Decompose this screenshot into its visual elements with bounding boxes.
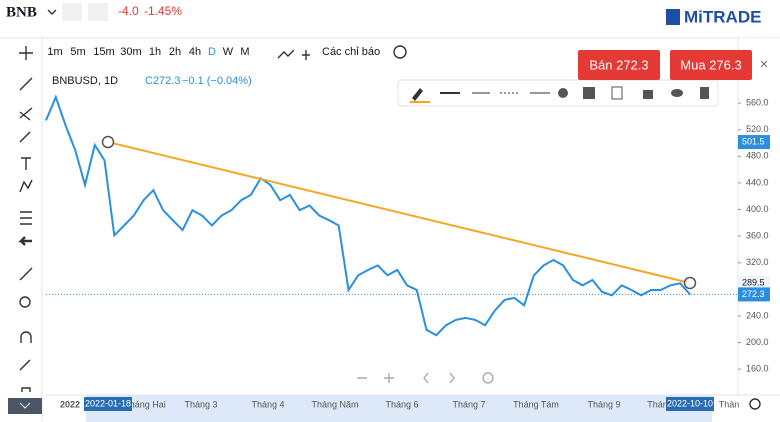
x-tick-label: Tháng 9 bbox=[587, 399, 620, 409]
legend-close: C272.3 bbox=[145, 75, 180, 87]
axis-settings[interactable] bbox=[749, 398, 761, 410]
y-tick-label: 560.0 bbox=[746, 98, 769, 108]
symbol: BNB bbox=[6, 4, 37, 20]
y-tick-label: 200.0 bbox=[746, 337, 769, 347]
trend-end-label: 289.5 bbox=[742, 277, 765, 287]
logo-icon bbox=[666, 9, 680, 25]
timeframe[interactable]: 2h bbox=[169, 46, 181, 58]
date-tag bbox=[84, 397, 132, 411]
change-pct: -1.45% bbox=[144, 4, 182, 18]
timeframe[interactable]: 1m bbox=[47, 46, 62, 58]
price-tag bbox=[738, 287, 770, 302]
add-indicator[interactable] bbox=[302, 50, 310, 60]
pencil[interactable] bbox=[412, 88, 423, 101]
x-tick-label: Thán bbox=[719, 399, 740, 409]
logo: MiTRADE bbox=[684, 7, 761, 26]
trend-handle bbox=[101, 135, 115, 149]
buy-label[interactable]: Mua 276.3 bbox=[680, 57, 741, 72]
date-tag bbox=[666, 397, 714, 411]
price-tag bbox=[738, 275, 770, 290]
star-button[interactable] bbox=[62, 3, 82, 21]
x-tick-label: Tháng Hai bbox=[124, 399, 166, 409]
price-line bbox=[45, 94, 691, 337]
x-tick-label: Tháng 6 bbox=[385, 399, 418, 409]
last-price-label: 272.3 bbox=[742, 289, 765, 299]
collapse-button[interactable] bbox=[8, 398, 42, 414]
trendline bbox=[107, 141, 691, 284]
sell-label[interactable]: Bán 272.3 bbox=[589, 57, 648, 72]
x-tick-label: Tháng Năm bbox=[311, 399, 358, 409]
timeframe[interactable]: 1h bbox=[149, 46, 161, 58]
timeframe[interactable]: 15m bbox=[93, 46, 114, 58]
timeframe[interactable]: D bbox=[208, 46, 216, 58]
chart: 160.0200.0240.0280.0320.0360.0400.0440.0… bbox=[45, 38, 780, 422]
y-tick-label: 520.0 bbox=[746, 124, 769, 134]
y-tick-label: 440.0 bbox=[746, 177, 769, 187]
left-toolbar[interactable] bbox=[18, 46, 33, 392]
timeframe[interactable]: M bbox=[240, 46, 249, 58]
trend-handle bbox=[683, 276, 697, 290]
y-tick-label: 160.0 bbox=[746, 363, 769, 373]
x-tick-label: Tháng bbox=[647, 399, 673, 409]
y-tick-label: 320.0 bbox=[746, 257, 769, 267]
x-tick-label: Tháng 7 bbox=[452, 399, 485, 409]
legend-symbol: BNBUSD, 1D bbox=[52, 75, 118, 87]
price-axis bbox=[738, 38, 780, 395]
sell-button[interactable] bbox=[578, 50, 660, 80]
y-tick-label: 400.0 bbox=[746, 204, 769, 214]
settings[interactable] bbox=[393, 45, 407, 59]
chart-type[interactable] bbox=[277, 49, 295, 59]
trend-start-label: 501.5 bbox=[742, 136, 765, 146]
legend-change: −0.1 (−0.04%) bbox=[182, 75, 252, 87]
y-tick-label: 240.0 bbox=[746, 310, 769, 320]
price-tag bbox=[738, 135, 770, 150]
y-tick-label: 480.0 bbox=[746, 151, 769, 161]
x-tick-label: Tháng 4 bbox=[251, 399, 284, 409]
nav-controls[interactable] bbox=[357, 372, 494, 384]
x-tick-label: 2022 bbox=[60, 399, 80, 409]
collapse-icon bbox=[19, 402, 31, 409]
timeframe[interactable]: 4h bbox=[189, 46, 201, 58]
x-tick-label: Tháng Tám bbox=[513, 399, 559, 409]
timeframe[interactable]: 5m bbox=[70, 46, 85, 58]
indicators[interactable]: Các chỉ báo bbox=[322, 46, 380, 58]
x-tick-label: Tháng 3 bbox=[184, 399, 217, 409]
draw-actions[interactable] bbox=[558, 86, 709, 100]
dropdown[interactable] bbox=[47, 9, 57, 15]
date-label: 2022-10-10 bbox=[667, 398, 713, 408]
timeframe[interactable]: 30m bbox=[120, 46, 141, 58]
buy-button[interactable] bbox=[670, 50, 752, 80]
y-tick-label: 360.0 bbox=[746, 230, 769, 240]
date-band bbox=[86, 395, 712, 422]
bell-button[interactable] bbox=[88, 3, 108, 21]
change: -4.0 bbox=[118, 4, 139, 18]
close-x[interactable]: × bbox=[760, 56, 768, 72]
date-label: 2022-01-18 bbox=[85, 398, 131, 408]
timeframe[interactable]: W bbox=[223, 46, 234, 58]
